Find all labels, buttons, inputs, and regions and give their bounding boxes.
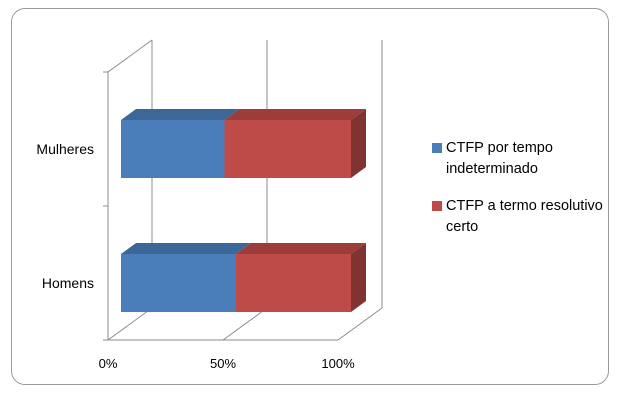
x-tick-label: 50% <box>210 356 236 371</box>
bar-mulheres-series-0 <box>121 109 240 178</box>
legend-label-termo-certo: CTFP a termo resolutivo certo <box>446 198 603 235</box>
category-label-homens: Homens <box>42 275 94 291</box>
gridline-floor <box>107 307 153 341</box>
bar-top-face <box>236 243 366 254</box>
bar-homens-series-0 <box>121 243 251 312</box>
chart-axes <box>103 39 383 341</box>
bar-front-face <box>224 120 351 178</box>
bar-homens-series-1 <box>236 243 366 312</box>
bar-top-face <box>121 109 240 120</box>
chart-frame <box>11 8 609 385</box>
gridline-floor <box>337 307 383 341</box>
category-label-mulheres: Mulheres <box>36 141 94 157</box>
bar-top-face <box>224 109 366 120</box>
bar-top-face <box>121 243 251 254</box>
legend: CTFP por tempo indeterminado CTFP a term… <box>432 138 617 254</box>
legend-entry-indeterminado: CTFP por tempo indeterminado <box>432 138 617 180</box>
bar-front-face <box>121 254 236 312</box>
bar-mulheres-series-1 <box>224 109 366 178</box>
legend-swatch-indeterminado <box>432 143 442 153</box>
legend-swatch-termo-certo <box>432 201 442 211</box>
bar-side-face <box>351 109 366 178</box>
legend-entry-termo-certo: CTFP a termo resolutivo certo <box>432 196 617 238</box>
chart-bars <box>121 109 366 312</box>
chart-labels: Mulheres Homens 0% 50% 100% <box>36 141 355 371</box>
gridline-floor <box>222 307 268 341</box>
legend-label-indeterminado: CTFP por tempo indeterminado <box>446 140 553 177</box>
x-tick-label: 0% <box>99 356 118 371</box>
y-axis-depth <box>107 39 153 73</box>
bar-front-face <box>236 254 351 312</box>
x-tick-label: 100% <box>321 356 355 371</box>
bar-front-face <box>121 120 225 178</box>
bar-side-face <box>351 243 366 312</box>
